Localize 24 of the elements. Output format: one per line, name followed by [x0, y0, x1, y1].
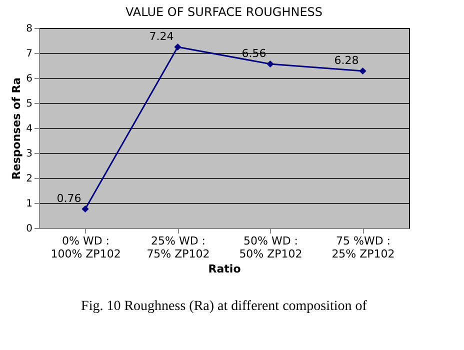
x-tick-label: 75 %WD : 25% ZP102 [332, 234, 395, 260]
y-tick-label: 3 [26, 148, 32, 160]
point [174, 43, 182, 51]
y-tick-label: 0 [26, 224, 32, 234]
y-tick-label: 5 [26, 98, 32, 110]
x-tick-label: 50% WD : 50% ZP102 [239, 234, 302, 260]
x-tick-label: 25% WD : 75% ZP102 [146, 234, 210, 260]
caption: Fig. 10 Roughness (Ra) at different composition of [81, 299, 368, 314]
y-axis-title: Responses of Ra [10, 77, 24, 180]
y-tick-label: 8 [26, 24, 32, 34]
x-tick-label: 0% WD : 100% ZP102 [50, 234, 121, 260]
y-tick-label: 6 [26, 74, 32, 84]
y-tick-label: 4 [26, 124, 32, 134]
y-tick-label: 1 [26, 198, 32, 210]
data-label: 6.28 [334, 54, 359, 67]
chart-title: VALUE OF SURFACE ROUGHNESS [125, 5, 323, 19]
point [266, 60, 274, 68]
point [359, 67, 366, 75]
y-tick-label: 7 [26, 48, 32, 60]
x-axis-title: Ratio [208, 262, 242, 276]
y-tick-label: 2 [26, 174, 32, 184]
data-label: 7.24 [149, 30, 174, 43]
data-label: 0.76 [56, 192, 82, 205]
point [82, 205, 89, 213]
